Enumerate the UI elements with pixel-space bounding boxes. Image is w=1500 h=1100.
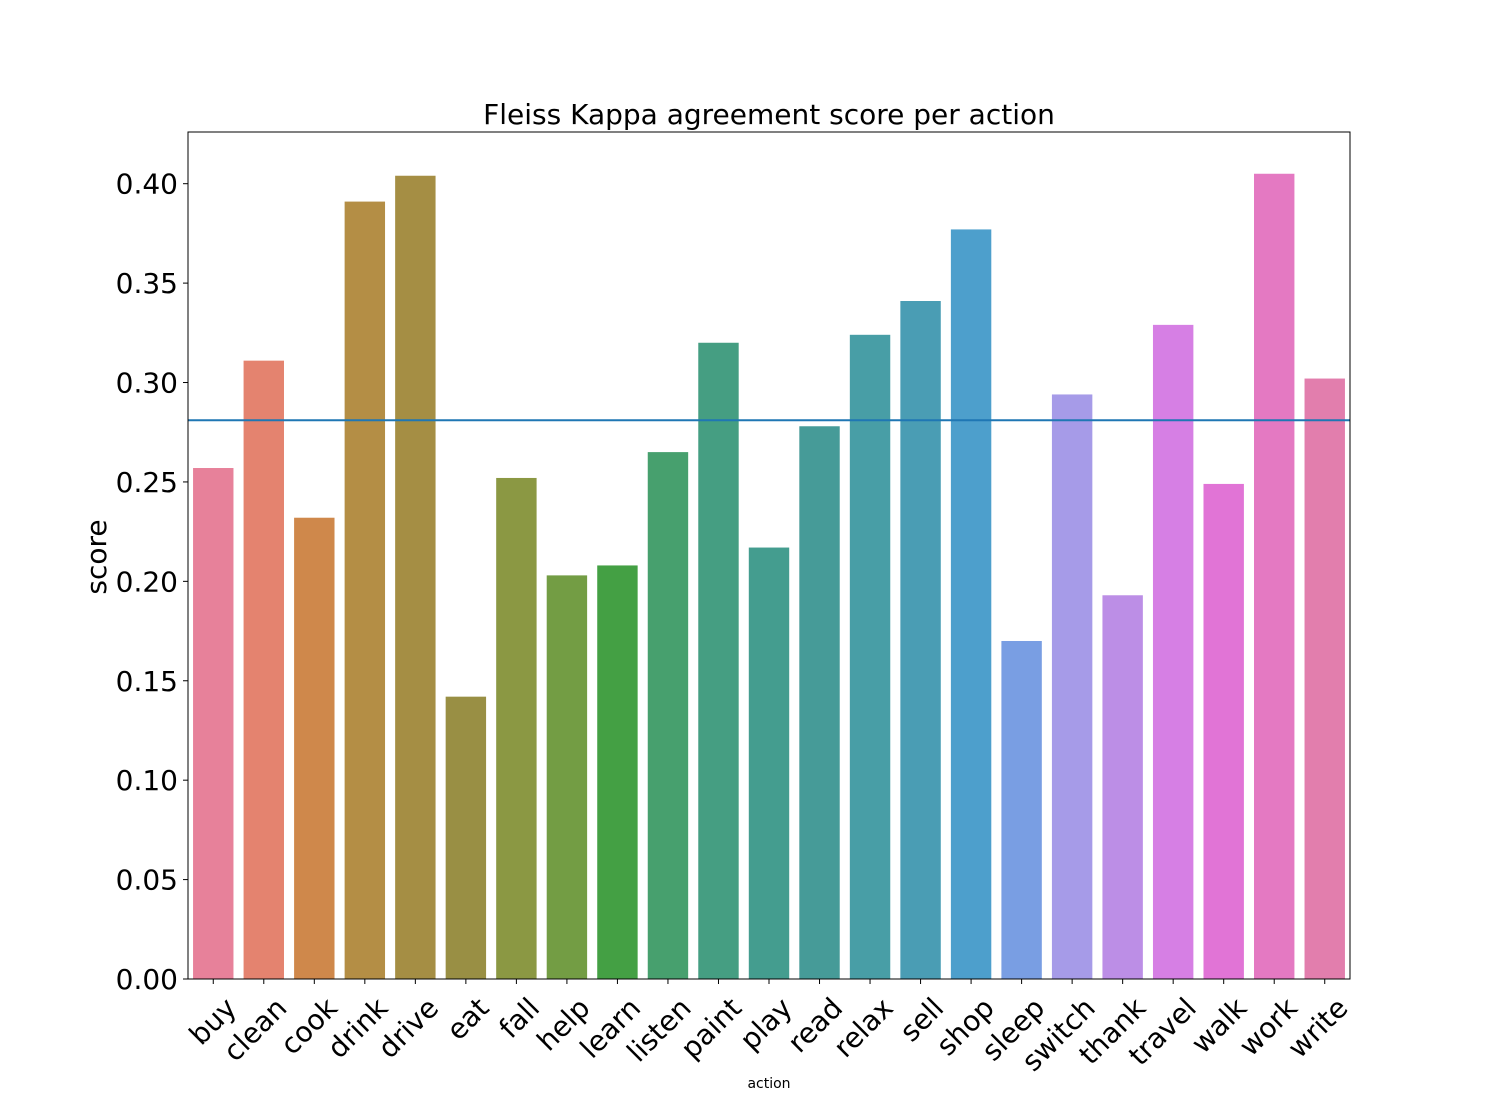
y-tick-label: 0.15: [116, 665, 178, 698]
y-tick-label: 0.25: [116, 466, 178, 499]
y-tick-label: 0.00: [116, 963, 178, 996]
bar-clean: [243, 360, 284, 979]
bar-drink: [344, 201, 386, 979]
x-axis-label: action: [747, 1076, 790, 1092]
bar-eat: [445, 696, 487, 979]
y-tick-label: 0.35: [116, 267, 178, 300]
x-tick-label-play: play: [733, 991, 798, 1056]
x-tick-label-write: write: [1281, 991, 1354, 1064]
bar-walk: [1203, 483, 1244, 979]
bar-work: [1254, 173, 1295, 979]
y-tick-label: 0.10: [116, 764, 178, 797]
bar-learn: [597, 565, 638, 979]
y-tick-label: 0.05: [116, 864, 178, 897]
bar-drive: [395, 175, 436, 979]
bar-write: [1304, 378, 1345, 980]
bar-help: [546, 575, 588, 979]
x-tick-label-drive: drive: [372, 991, 445, 1064]
bar-cook: [294, 517, 335, 979]
bar-fall: [496, 477, 537, 979]
bar-thank: [1102, 595, 1143, 979]
x-axis-ticks: buycleancookdrinkdriveeatfallhelplearnli…: [183, 979, 1354, 1078]
chart-title: Fleiss Kappa agreement score per action: [483, 98, 1055, 131]
y-tick-label: 0.30: [116, 367, 178, 400]
y-axis-ticks: 0.00 0.05 0.10 0.15 0.20 0.25 0.30 0.35 0.40: [116, 168, 188, 996]
x-tick-label-relax: relax: [827, 991, 900, 1064]
x-tick-label-eat: eat: [440, 991, 495, 1046]
bar-play: [748, 547, 790, 979]
bar-read: [799, 426, 840, 979]
bar-relax: [849, 334, 891, 979]
y-tick-label: 0.20: [116, 565, 178, 598]
bars-group: [193, 173, 1345, 980]
bar-switch: [1051, 394, 1093, 980]
bar-travel: [1152, 324, 1194, 979]
bar-listen: [647, 452, 689, 979]
y-axis-label: score: [80, 519, 113, 594]
y-tick-label: 0.40: [116, 168, 178, 201]
bar-shop: [950, 229, 992, 980]
bar-sell: [900, 301, 941, 980]
bar-paint: [698, 342, 739, 979]
bar-sleep: [1001, 640, 1042, 979]
bar-buy: [193, 468, 234, 979]
